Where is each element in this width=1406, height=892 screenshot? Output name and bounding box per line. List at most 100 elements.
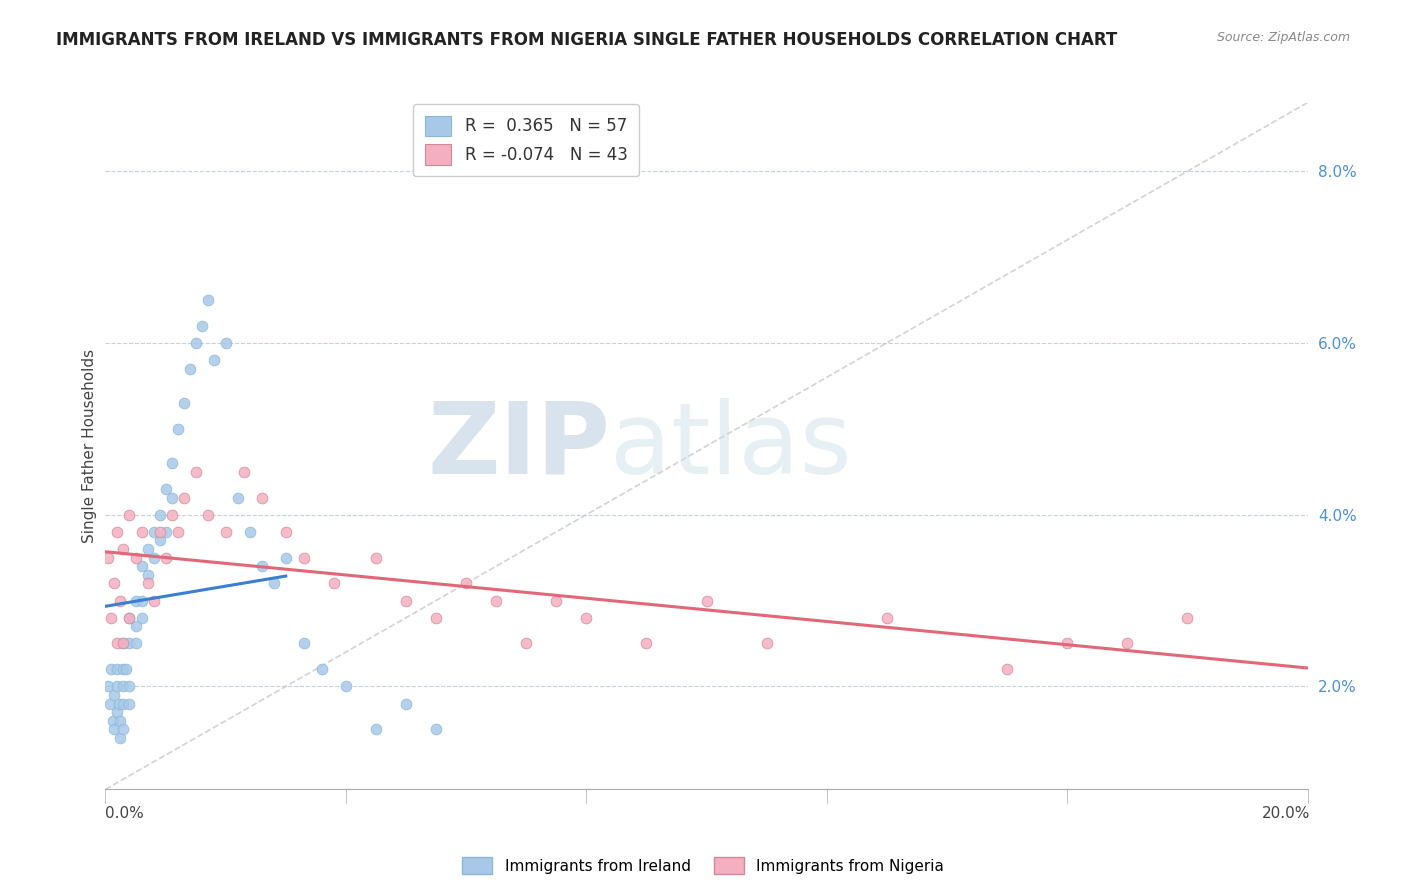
Point [190, 318, 212, 333]
Point [226, 491, 249, 505]
Point [136, 567, 159, 582]
Point [160, 491, 183, 505]
Point [575, 611, 598, 625]
Point [103, 723, 125, 737]
Point [118, 611, 141, 625]
Point [107, 524, 129, 539]
Point [110, 714, 132, 728]
Legend: Immigrants from Ireland, Immigrants from Nigeria: Immigrants from Ireland, Immigrants from… [456, 851, 950, 880]
Point [148, 524, 170, 539]
Point [118, 680, 141, 694]
Legend: R =  0.365   N = 57, R = -0.074   N = 43: R = 0.365 N = 57, R = -0.074 N = 43 [413, 104, 640, 177]
Point [876, 611, 898, 625]
Point [395, 593, 418, 607]
Point [263, 576, 285, 591]
Point [97, 550, 120, 565]
Point [214, 524, 236, 539]
Point [107, 680, 129, 694]
Text: 20.0%: 20.0% [1263, 806, 1310, 821]
Point [214, 336, 236, 351]
Point [335, 680, 357, 694]
Text: Source: ZipAtlas.com: Source: ZipAtlas.com [1216, 31, 1350, 45]
Point [274, 550, 297, 565]
Point [173, 396, 195, 410]
Point [112, 636, 135, 650]
Point [124, 593, 146, 607]
Point [124, 636, 146, 650]
Point [142, 524, 165, 539]
Point [173, 491, 195, 505]
Point [202, 353, 225, 368]
Text: ZIP: ZIP [427, 398, 610, 494]
Point [107, 662, 129, 676]
Point [755, 636, 778, 650]
Point [155, 482, 177, 496]
Y-axis label: Single Father Households: Single Father Households [82, 349, 97, 543]
Point [103, 576, 125, 591]
Point [232, 465, 254, 479]
Point [239, 524, 262, 539]
Point [546, 593, 568, 607]
Point [155, 550, 177, 565]
Point [98, 697, 121, 711]
Point [311, 662, 333, 676]
Point [160, 508, 183, 522]
Text: atlas: atlas [610, 398, 852, 494]
Point [112, 723, 135, 737]
Point [131, 611, 153, 625]
Point [485, 593, 508, 607]
Point [118, 508, 141, 522]
Point [112, 697, 135, 711]
Text: IMMIGRANTS FROM IRELAND VS IMMIGRANTS FROM NIGERIA SINGLE FATHER HOUSEHOLDS CORR: IMMIGRANTS FROM IRELAND VS IMMIGRANTS FR… [56, 31, 1118, 49]
Point [142, 593, 165, 607]
Point [250, 559, 273, 574]
Point [118, 697, 141, 711]
Point [115, 662, 138, 676]
Point [322, 576, 344, 591]
Point [142, 550, 165, 565]
Point [118, 611, 141, 625]
Point [118, 636, 141, 650]
Point [292, 550, 315, 565]
Point [166, 524, 188, 539]
Point [112, 542, 135, 557]
Point [101, 714, 124, 728]
Point [103, 688, 125, 702]
Point [131, 559, 153, 574]
Point [148, 533, 170, 548]
Point [107, 697, 129, 711]
Point [160, 456, 183, 470]
Point [636, 636, 658, 650]
Point [292, 636, 315, 650]
Point [131, 593, 153, 607]
Point [124, 619, 146, 633]
Point [112, 636, 135, 650]
Point [107, 636, 129, 650]
Point [197, 508, 219, 522]
Point [131, 524, 153, 539]
Point [110, 731, 132, 745]
Point [124, 550, 146, 565]
Point [515, 636, 537, 650]
Point [112, 662, 135, 676]
Point [696, 593, 718, 607]
Point [1175, 611, 1198, 625]
Point [107, 705, 129, 719]
Point [364, 550, 387, 565]
Point [197, 293, 219, 307]
Point [97, 680, 120, 694]
Point [179, 361, 201, 376]
Point [155, 524, 177, 539]
Point [995, 662, 1018, 676]
Point [110, 593, 132, 607]
Point [166, 422, 188, 436]
Point [1056, 636, 1078, 650]
Point [274, 524, 297, 539]
Point [1116, 636, 1139, 650]
Point [184, 336, 207, 351]
Point [100, 611, 122, 625]
Point [100, 662, 122, 676]
Point [184, 465, 207, 479]
Point [136, 576, 159, 591]
Point [364, 723, 387, 737]
